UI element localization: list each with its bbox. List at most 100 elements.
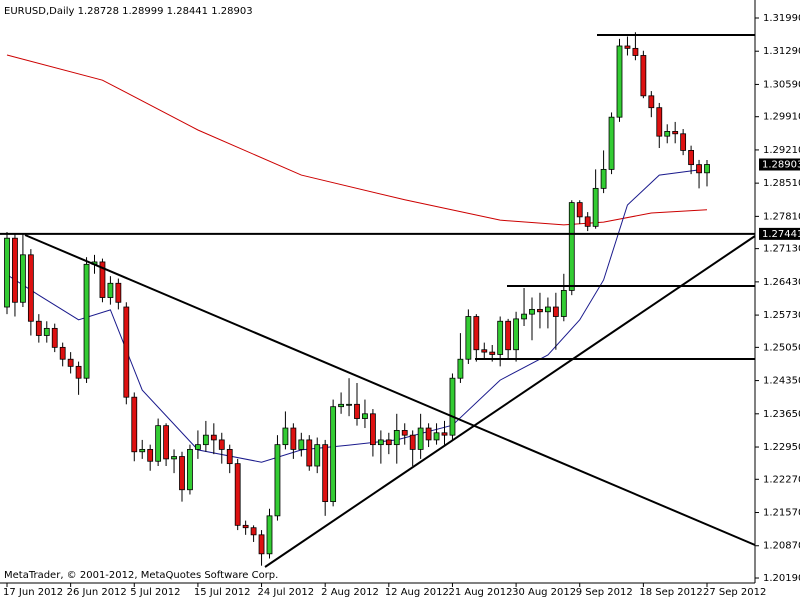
- candle-body: [322, 444, 329, 503]
- candle-body: [12, 237, 18, 303]
- chart-title: EURUSD,Daily 1.28728 1.28999 1.28441 1.2…: [4, 6, 253, 17]
- candle-body: [648, 95, 655, 109]
- candle-body: [457, 358, 464, 379]
- y-tick-label: 1.30590: [763, 79, 800, 90]
- candle-body: [234, 463, 241, 526]
- candle-body: [354, 403, 360, 419]
- candle-body: [433, 432, 440, 441]
- trend-line: [264, 235, 756, 568]
- candle-body: [202, 434, 209, 446]
- y-tick-label: 1.31990: [763, 13, 800, 24]
- candle-body: [298, 439, 305, 450]
- candle-body: [20, 254, 26, 303]
- candle-body: [624, 45, 631, 49]
- candle-body: [35, 320, 42, 336]
- candle-body: [640, 55, 647, 97]
- y-tick-label: 1.21570: [763, 508, 800, 519]
- candle-body: [75, 365, 82, 379]
- candle-body: [187, 448, 193, 491]
- candle-body: [99, 261, 106, 298]
- candle-body: [139, 448, 146, 453]
- y-tick-label: 1.31290: [763, 46, 800, 57]
- candle-body: [688, 150, 694, 166]
- candle-body: [409, 434, 416, 450]
- candle-body: [43, 327, 50, 336]
- candle-body: [560, 290, 567, 317]
- price-label-box: [759, 227, 800, 240]
- candle-body: [123, 306, 130, 398]
- candle-body: [664, 131, 671, 137]
- x-tick-label: 26 Jun 2012: [67, 587, 127, 598]
- x-tick-label: 5 Jul 2012: [130, 587, 180, 598]
- candle-body: [107, 282, 114, 298]
- candle-body: [338, 403, 344, 408]
- y-tick-label: 1.20190: [763, 573, 800, 584]
- plot-area: [4, 32, 710, 566]
- y-tick-label: 1.28510: [763, 178, 800, 189]
- y-tick-label: 1.27130: [763, 244, 800, 255]
- y-tick-label: 1.26430: [763, 277, 800, 288]
- candle-body: [266, 515, 273, 555]
- candle-body: [513, 318, 519, 351]
- moving-average: [6, 54, 708, 226]
- candle-body: [616, 45, 623, 118]
- candle-body: [115, 282, 122, 303]
- candle-body: [425, 427, 432, 441]
- x-tick-label: 17 Jun 2012: [3, 587, 63, 598]
- y-tick-label: 1.25050: [763, 342, 800, 353]
- x-tick-label: 21 Aug 2012: [448, 587, 512, 598]
- candle-body: [4, 237, 10, 308]
- candle-body: [314, 444, 321, 467]
- candle-body: [250, 527, 257, 536]
- candle-body: [242, 524, 249, 529]
- price-label: 1.27441: [762, 229, 800, 240]
- price-label-box: [759, 158, 800, 171]
- candle-body: [473, 316, 480, 351]
- x-tick-label: 30 Aug 2012: [512, 587, 576, 598]
- candle-body: [362, 413, 368, 419]
- candle-body: [696, 164, 702, 174]
- candle-body: [179, 456, 185, 491]
- x-tick-label: 9 Sep 2012: [576, 587, 633, 598]
- y-tick-label: 1.27810: [763, 211, 800, 222]
- candle-body: [210, 434, 217, 441]
- x-tick-label: 15 Jul 2012: [194, 587, 251, 598]
- candle-body: [632, 47, 639, 56]
- candle-body: [306, 439, 313, 467]
- candle-body: [282, 427, 289, 446]
- candle-body: [27, 254, 34, 322]
- candle-body: [147, 448, 154, 462]
- candle-body: [537, 308, 543, 313]
- candle-body: [377, 439, 384, 446]
- candle-body: [393, 430, 400, 446]
- candle-body: [449, 377, 456, 436]
- candle-body: [83, 263, 90, 379]
- candle-body: [59, 346, 66, 360]
- y-tick-label: 1.25730: [763, 310, 800, 321]
- candle-body: [489, 351, 496, 355]
- x-tick-label: 24 Jul 2012: [258, 587, 315, 598]
- x-tick-label: 12 Aug 2012: [385, 587, 449, 598]
- price-label: 1.28903: [762, 159, 800, 170]
- candle-body: [163, 425, 169, 460]
- candle-body: [274, 444, 281, 517]
- candle-body: [592, 187, 599, 227]
- candle-body: [330, 406, 337, 503]
- candle-body: [67, 358, 74, 367]
- candle-body: [576, 202, 583, 218]
- y-tick-label: 1.29210: [763, 145, 800, 156]
- y-tick-label: 1.20870: [763, 541, 800, 552]
- candle-body: [505, 320, 512, 351]
- candle-body: [385, 439, 392, 446]
- candle-body: [656, 107, 663, 137]
- trend-line: [24, 234, 756, 546]
- candle-body: [290, 427, 297, 450]
- y-tick-label: 1.29910: [763, 112, 800, 123]
- candle-body: [672, 131, 679, 135]
- candle-body: [370, 413, 376, 446]
- x-tick-label: 27 Sep 2012: [703, 587, 766, 598]
- x-tick-label: 18 Sep 2012: [639, 587, 702, 598]
- candle-body: [417, 427, 424, 450]
